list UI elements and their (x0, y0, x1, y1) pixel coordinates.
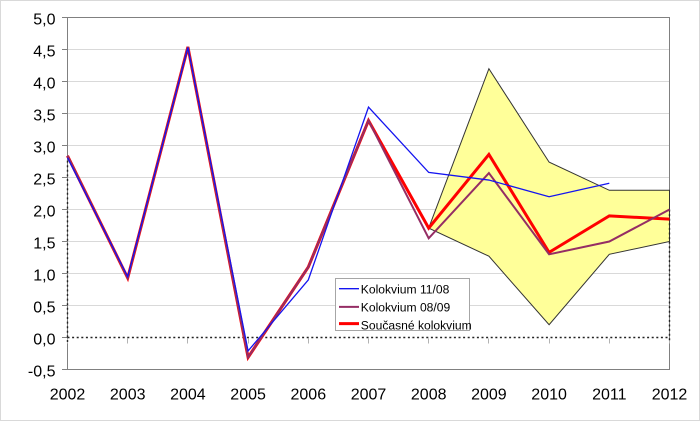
svg-text:2002: 2002 (50, 387, 86, 404)
svg-text:0,5: 0,5 (33, 300, 55, 317)
svg-text:4,5: 4,5 (33, 44, 55, 61)
svg-text:4,0: 4,0 (33, 76, 55, 93)
svg-text:Kolokvium 11/08: Kolokvium 11/08 (361, 282, 450, 296)
svg-text:1,0: 1,0 (33, 268, 55, 285)
svg-text:-0,5: -0,5 (28, 364, 56, 381)
svg-text:2005: 2005 (230, 387, 266, 404)
svg-text:Současné kolokvium: Současné kolokvium (361, 318, 472, 332)
svg-text:2006: 2006 (291, 387, 327, 404)
svg-text:2008: 2008 (411, 387, 447, 404)
svg-text:2,5: 2,5 (33, 172, 55, 189)
svg-text:2010: 2010 (531, 387, 567, 404)
svg-text:2004: 2004 (170, 387, 206, 404)
svg-text:2012: 2012 (652, 387, 688, 404)
svg-text:0,0: 0,0 (33, 332, 55, 349)
svg-text:5,0: 5,0 (33, 12, 55, 29)
svg-text:2009: 2009 (471, 387, 507, 404)
svg-text:3,0: 3,0 (33, 140, 55, 157)
svg-text:Kolokvium 08/09: Kolokvium 08/09 (361, 300, 451, 314)
svg-text:2,0: 2,0 (33, 204, 55, 221)
svg-text:2011: 2011 (592, 387, 627, 404)
svg-text:3,5: 3,5 (33, 108, 55, 125)
svg-text:2007: 2007 (351, 387, 387, 404)
svg-text:2003: 2003 (110, 387, 146, 404)
svg-text:1,5: 1,5 (33, 236, 55, 253)
